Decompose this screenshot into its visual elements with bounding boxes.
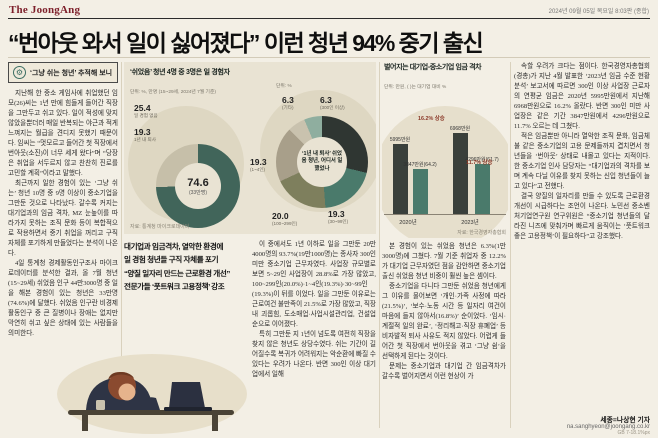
text-column-3: 본 경험이 있는 쉬었음 청년은 6.3%(1만3000명)에 그쳤다. 7월 … <box>382 242 506 430</box>
bar-value-label: 5995만원 <box>389 137 411 143</box>
donut-left-title: ‘쉬었음’ 청년 4명 중 3명은 일 경험자 <box>130 69 230 76</box>
stat-1to4: 19.3 (1~4인) <box>250 157 267 173</box>
header-rule <box>8 18 650 19</box>
headline-rule <box>8 57 650 58</box>
x-tick-2023: 2023년 <box>461 220 479 226</box>
donut-right-hole: ‘1년 내 퇴사’ 쉬었음 청년, 어디서 일했었나 <box>297 137 347 187</box>
text-column-2: 이 중에서도 1년 이하로 일을 그만둔 20만4000명의 93.7%(19만… <box>252 240 376 430</box>
x-axis <box>384 214 506 215</box>
bar-group-small-2020: 3847만원(64.2) <box>403 161 437 214</box>
rise-label-large: 16.2% 상승 <box>418 116 445 122</box>
bar-value-label: 6968만원 <box>449 126 471 132</box>
bar-group-large-2023: 6968만원 <box>446 125 474 214</box>
x-tick-2020: 2020년 <box>399 220 417 226</box>
donut-company-size: ‘1년 내 퇴사’ 쉬었음 청년, 어디서 일했었나 <box>276 116 368 208</box>
donut-right-title: ‘1년 내 퇴사’ 쉬었음 청년, 어디서 일했었나 <box>301 151 343 172</box>
stat-etc: 6.3 (기타) <box>282 95 294 111</box>
stat-300plus: 6.3 (300인 이상) <box>320 95 345 111</box>
column-paragraphs: 속할 우려가 크다는 점이다. 한국경영자총협회(경총)가 지난 4월 발표한 … <box>514 62 650 411</box>
paragraph: 문제는 중소기업과 대기업 간 임금격차가 갈수록 벌어지면서 이런 현상이 가 <box>382 363 506 381</box>
donut-work-experience: 74.6 (33만명) <box>156 144 240 228</box>
paragraph: 적은 임금뿐만 아니라 열악한 조직 문화, 임금체불 같은 중소기업의 고용 … <box>514 133 650 191</box>
magnifier-face-icon: ⚙ <box>13 66 26 79</box>
text-column-1: ⚙ ‘그냥 쉬는 청년’ 추적해 보니 지난해 한 중소 게임사에 취업했던 임… <box>8 62 118 344</box>
series-badge-label: ‘그냥 쉬는 청년’ 추적해 보니 <box>30 69 113 77</box>
wage-chart-unit: 단위: 만원, ( )는 대기업 대비 % <box>384 85 447 90</box>
bar-group-small-2023: 4296만원(61.7) <box>465 156 499 214</box>
page-footer-mark: GB 7-18.1%px <box>617 430 650 436</box>
paragraph: 지난해 한 중소 게임사에 취업했던 임모(26)씨는 1년 만에 힘들게 들어… <box>8 90 118 178</box>
bar-value-label: 4296만원(61.7) <box>465 157 499 163</box>
wage-chart-source: 자료: 한국경영자총협회 <box>457 230 506 236</box>
bar-large-2023 <box>452 133 468 214</box>
bar-group-large-2020: 5995만원 <box>386 136 414 214</box>
column-rule-3 <box>510 62 511 428</box>
bar-large-2020 <box>392 144 408 214</box>
paragraph: 4일 통계청 경제활동인구조사 마이크로데이터를 분석한 결과, 올 7월 청년… <box>8 260 118 338</box>
newspaper-logo: The JoongAng <box>9 4 81 16</box>
reporter-email: na.sanghyeon@joongang.co.kr <box>566 424 650 430</box>
donut-source: 자료: 통계청 마이크로데이터 <box>130 224 190 230</box>
paragraph: 속할 우려가 크다는 점이다. 한국경영자총협회(경총)가 지난 4월 발표한 … <box>514 63 650 131</box>
illustration-svg <box>57 354 247 434</box>
stat-30to99: 19.3 (30~99인) <box>328 209 349 225</box>
series-badge: ⚙ ‘그냥 쉬는 청년’ 추적해 보니 <box>8 62 118 83</box>
donut-left-unit: 단위: %, 만명 (15~29세, 2024년 7월 기준) <box>130 90 216 95</box>
byline: 세종=나상현 기자 na.sanghyeon@joongang.co.kr <box>514 414 650 430</box>
paragraph: 최근까지 일한 경험이 있는 ‘그냥 쉬는’ 청년 10명 중 9명 이상이 중… <box>8 180 118 258</box>
donut-right-unit: 단위: % <box>276 84 292 89</box>
paragraph: 중소기업을 다니다 그만둔 쉬었음 청년에게 그 이유를 물어보면 ‘개인·가족… <box>382 283 506 361</box>
donut-left-hole: 74.6 (33만명) <box>175 163 221 209</box>
bar-value-label: 3847만원(64.2) <box>403 162 437 168</box>
article-headline: “번아웃 와서 일이 싫어졌다” 이런 청년 94% 중기 출신 <box>8 30 484 56</box>
paragraph: 본 경험이 있는 쉬었음 청년은 6.3%(1만3000명)에 그쳤다. 7월 … <box>382 243 506 281</box>
burnout-illustration <box>52 346 250 434</box>
stat-no-experience: 25.4 일 경험 없음 <box>134 103 158 119</box>
stat-100to299: 20.0 (100~299인) <box>272 211 298 227</box>
wage-gap-chart: 벌어지는 대기업-중소기업 임금 격차 단위: 만원, ( )는 대기업 대비 … <box>382 62 508 238</box>
paragraph: 이 중에서도 1년 이하로 일을 그만둔 20만4000명의 93.7%(19만… <box>252 241 376 329</box>
paragraph: 결국 양질의 일자리를 만들 수 있도록 근로환경 개선이 시급하다는 조언이 … <box>514 193 650 241</box>
stat-quit-within-year: 19.3 1년 내 퇴사 <box>134 127 157 143</box>
column-rule-2 <box>379 62 380 428</box>
rise-label-small: 11.7% 상승 <box>466 160 493 166</box>
text-column-4: 속할 우려가 크다는 점이다. 한국경영자총협회(경총)가 지난 4월 발표한 … <box>514 62 650 430</box>
bar-small-2020 <box>412 169 428 214</box>
dateline: 2024년 09월 05일 목요일 8:03판 (종합) <box>548 9 649 15</box>
pull-quote: 대기업과 임금격차, 열악한 환경에 일 경험 청년들 구직 자체를 포기 “양… <box>124 242 230 291</box>
donut-infographic: ‘쉬었음’ 청년 4명 중 3명은 일 경험자 단위: %, 만명 (15~29… <box>124 62 376 234</box>
column-rule-1 <box>121 62 122 428</box>
wage-chart-title: 벌어지는 대기업-중소기업 임금 격차 <box>384 64 482 71</box>
bar-small-2023 <box>474 164 490 214</box>
reporter-name: 세종=나상현 기자 <box>600 417 650 424</box>
paragraph: 특히 그만둔 지 1년이 넘도록 여전히 직장을 찾지 않은 청년도 상당수였다… <box>252 331 376 379</box>
